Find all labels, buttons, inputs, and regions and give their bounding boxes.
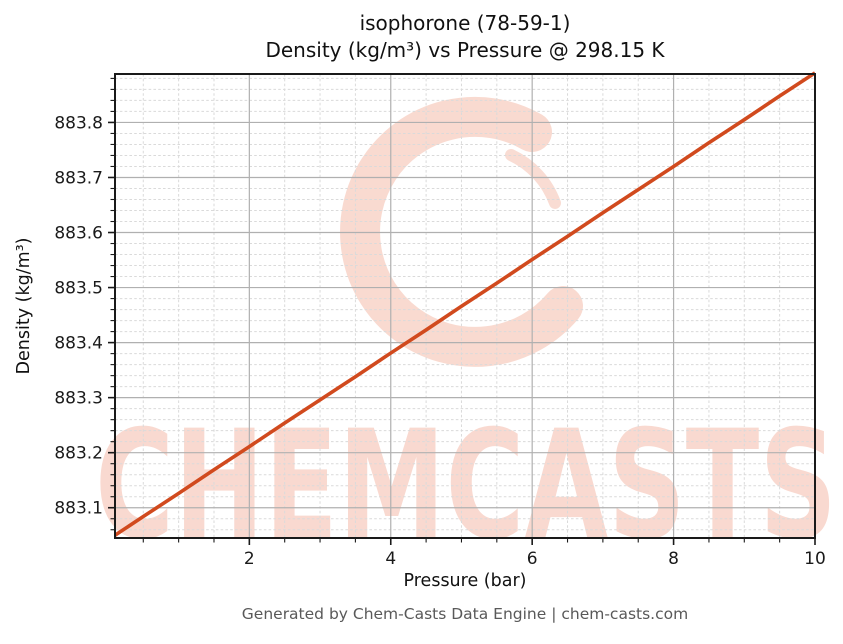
x-tick-label: 4: [385, 549, 396, 569]
chart-title: isophorone (78-59-1): [359, 11, 571, 35]
chart-subtitle: Density (kg/m³) vs Pressure @ 298.15 K: [265, 38, 665, 62]
x-tick-label: 8: [668, 549, 679, 569]
x-axis-label: Pressure (bar): [403, 571, 527, 591]
y-tick-label: 883.7: [54, 168, 103, 188]
y-tick-label: 883.2: [54, 444, 103, 464]
y-tick-label: 883.5: [54, 279, 103, 299]
y-axis-label: Density (kg/m³): [14, 237, 34, 375]
y-tick-label: 883.8: [54, 113, 103, 133]
x-tick-label: 6: [527, 549, 538, 569]
x-tick-label: 2: [244, 549, 255, 569]
chemcasts-c-swirl-inner-icon: [505, 149, 561, 209]
y-tick-label: 883.1: [54, 499, 103, 519]
chart-title-block: isophorone (78-59-1) Density (kg/m³) vs …: [115, 10, 815, 64]
y-tick-label: 883.6: [54, 224, 103, 244]
chemcasts-c-swirl-icon: [340, 96, 583, 367]
axes-spines: [114, 73, 816, 539]
density-line: [114, 71, 816, 537]
y-tick-label: 883.3: [54, 389, 103, 409]
y-tick-label: 883.4: [54, 334, 103, 354]
footer-credit: Generated by Chem-Casts Data Engine | ch…: [241, 605, 689, 623]
x-tick-label: 10: [804, 549, 826, 569]
